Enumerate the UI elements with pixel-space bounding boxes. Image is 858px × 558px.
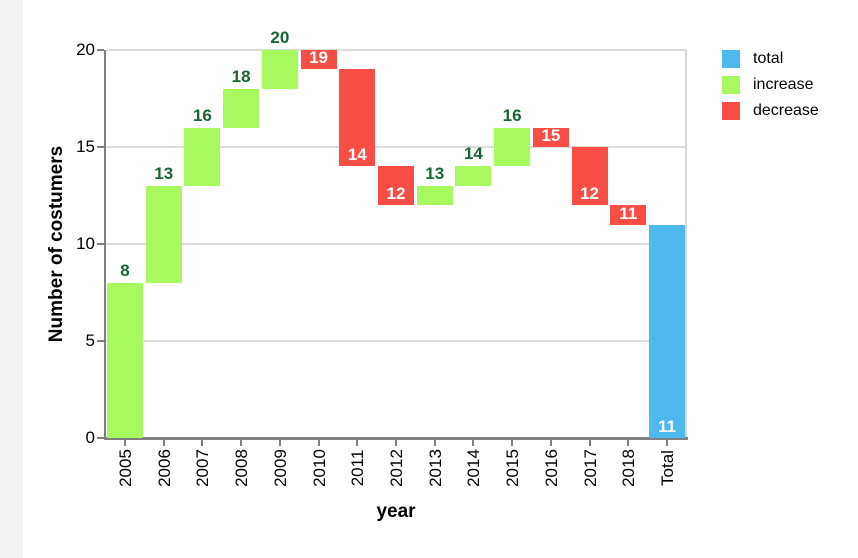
bar-label-2008: 18 — [231, 66, 251, 86]
bar-2014 — [455, 166, 492, 186]
x-axis-tick — [240, 440, 243, 446]
legend-item-decrease: decrease — [722, 102, 819, 120]
bar-label-2010: 19 — [309, 48, 329, 68]
bar-label-2012: 12 — [386, 184, 406, 204]
x-axis-tick-label: 2006 — [154, 449, 174, 487]
x-axis-tick — [201, 440, 204, 446]
y-axis-tick-label: 5 — [85, 331, 95, 350]
x-axis-tick — [162, 440, 165, 446]
bar-2012 — [378, 166, 414, 206]
x-axis-tick — [666, 440, 668, 446]
legend-label: total — [753, 50, 784, 67]
bar-Total — [649, 224, 685, 438]
y-axis-tick — [97, 49, 104, 51]
bar-label-2017: 12 — [580, 184, 600, 204]
bar-label-2015: 16 — [502, 105, 522, 125]
y-axis-tick-label: 15 — [76, 137, 95, 156]
x-axis-tick-label: 2013 — [425, 449, 445, 487]
x-axis-tick-label: 2018 — [619, 449, 639, 487]
legend-swatch-increase — [722, 76, 740, 94]
bar-label-2018: 11 — [619, 203, 638, 223]
bar-label-2016: 15 — [541, 126, 561, 145]
x-axis-line — [104, 437, 688, 440]
bar-label-2007: 16 — [192, 105, 212, 125]
legend-item-total: total — [722, 50, 819, 68]
bar-2010 — [300, 50, 337, 70]
x-axis-tick — [511, 440, 514, 446]
page-left-margin — [0, 0, 23, 558]
y-axis-tick-label: 10 — [76, 234, 95, 253]
y-axis-tick-label: 0 — [85, 428, 95, 447]
bar-label-2009: 20 — [270, 28, 290, 47]
x-axis-tick-label: 2017 — [580, 449, 600, 487]
plot-border-right — [685, 50, 687, 437]
x-axis-tick — [278, 440, 281, 446]
bar-label-2005: 8 — [120, 260, 130, 280]
bar-2011 — [339, 69, 376, 167]
gridline-y-10 — [106, 243, 686, 245]
bar-label-2013: 13 — [425, 163, 445, 183]
legend-label: increase — [753, 76, 814, 93]
legend-swatch-decrease — [722, 102, 740, 120]
x-axis-tick — [549, 440, 552, 446]
bar-2006 — [145, 185, 182, 283]
bar-label-Total: 11 — [658, 417, 676, 436]
y-axis-tick — [97, 243, 104, 245]
x-axis-tick — [588, 440, 591, 446]
x-axis-tick — [627, 440, 630, 446]
legend-item-increase: increase — [722, 76, 819, 94]
x-axis-tick-label: 2015 — [503, 449, 523, 487]
bar-label-2006: 13 — [154, 163, 174, 183]
bar-2007 — [184, 127, 221, 186]
bar-label-2011: 14 — [347, 145, 367, 165]
x-axis-tick-label: Total — [658, 450, 677, 486]
gridline-y-5 — [106, 340, 686, 342]
chart-legend: total increase decrease — [722, 50, 819, 128]
x-axis-tick — [317, 440, 320, 446]
x-axis-tick-label: 2007 — [193, 449, 213, 487]
x-axis-tick-label: 2009 — [270, 449, 290, 487]
bar-2009 — [261, 50, 298, 89]
bar-2017 — [571, 147, 608, 206]
bar-label-2014: 14 — [463, 144, 483, 164]
y-axis-tick — [97, 340, 104, 342]
x-axis-tick — [433, 440, 436, 446]
bar-2018 — [610, 205, 647, 225]
bar-2015 — [494, 127, 531, 167]
y-axis-tick-label: 20 — [76, 40, 95, 59]
x-axis-tick-label: 2016 — [541, 449, 561, 487]
legend-swatch-total — [722, 50, 740, 68]
x-axis-tick — [395, 440, 397, 446]
bar-2013 — [416, 185, 453, 206]
y-axis-title: Number of costumers — [46, 145, 67, 343]
x-axis-tick-label: 2012 — [387, 449, 406, 487]
x-axis-tick-label: 2008 — [232, 449, 252, 487]
y-axis-line — [104, 50, 106, 438]
x-axis-tick-label: 2011 — [348, 449, 368, 487]
gridline-y-15 — [106, 146, 686, 148]
x-axis-tick — [124, 440, 126, 446]
y-axis-tick — [97, 146, 104, 148]
x-axis-tick — [472, 440, 475, 446]
x-axis-tick-label: 2014 — [464, 449, 484, 487]
legend-label: decrease — [753, 102, 819, 119]
bar-2008 — [223, 88, 260, 128]
x-axis-tick-label: 2010 — [309, 449, 329, 487]
bar-2005 — [107, 282, 143, 438]
gridline-y-20 — [106, 49, 686, 51]
bar-2016 — [532, 127, 569, 147]
x-axis-tick — [356, 440, 359, 446]
x-axis-title: year — [376, 501, 416, 522]
y-axis-tick — [97, 437, 104, 439]
x-axis-tick-label: 2005 — [116, 449, 135, 487]
